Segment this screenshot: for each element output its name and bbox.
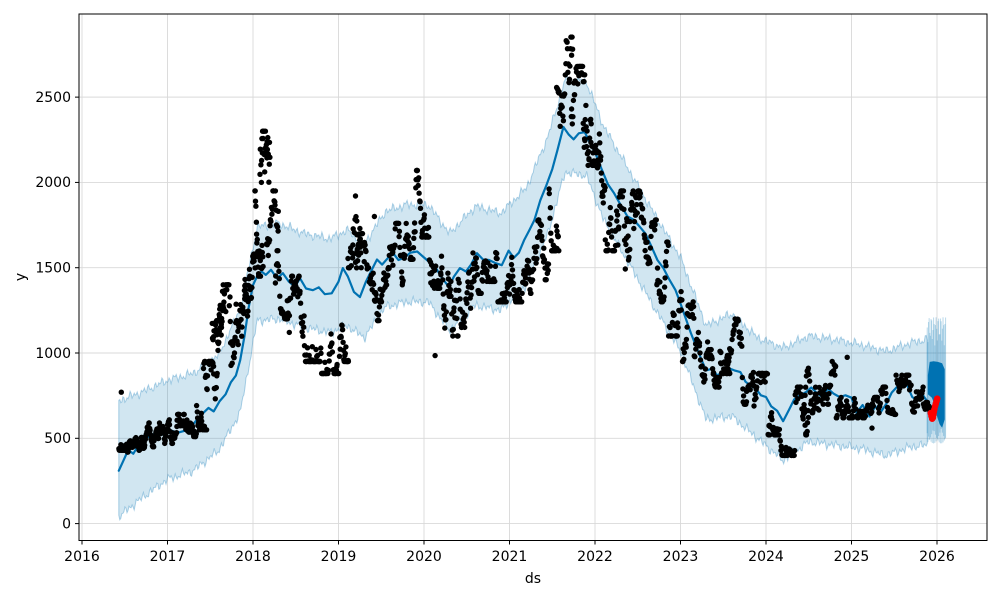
axes: 2016 2017 2018 2019 2020 2021 2022 2023 2024 2025… [35, 13, 988, 565]
forecast-dense-block [927, 361, 945, 428]
x-tick-label: 2024 [748, 549, 784, 565]
y-tick-label: 1500 [35, 261, 71, 277]
uncertainty-band [118, 73, 928, 522]
y-tick-label: 500 [44, 431, 71, 447]
x-tick-label: 2021 [492, 549, 528, 565]
x-axis-label: ds [525, 571, 541, 587]
y-axis-label: y [13, 273, 29, 281]
x-tick-label: 2022 [577, 549, 613, 565]
x-tick-label: 2020 [406, 549, 442, 565]
x-tick-label: 2018 [235, 549, 271, 565]
y-tick-label: 2000 [35, 175, 71, 191]
x-tick-label: 2026 [919, 549, 955, 565]
observed-points [116, 34, 934, 459]
y-tick-label: 0 [62, 516, 71, 532]
recent-red-points [927, 395, 941, 423]
y-tick-label: 2500 [35, 90, 71, 106]
x-tick-label: 2019 [321, 549, 357, 565]
x-tick-label: 2017 [150, 549, 186, 565]
x-tick-label: 2016 [64, 549, 100, 565]
y-tick-label: 1000 [35, 346, 71, 362]
x-tick-label: 2025 [834, 549, 870, 565]
gridlines [79, 14, 987, 541]
x-tick-label: 2023 [663, 549, 699, 565]
